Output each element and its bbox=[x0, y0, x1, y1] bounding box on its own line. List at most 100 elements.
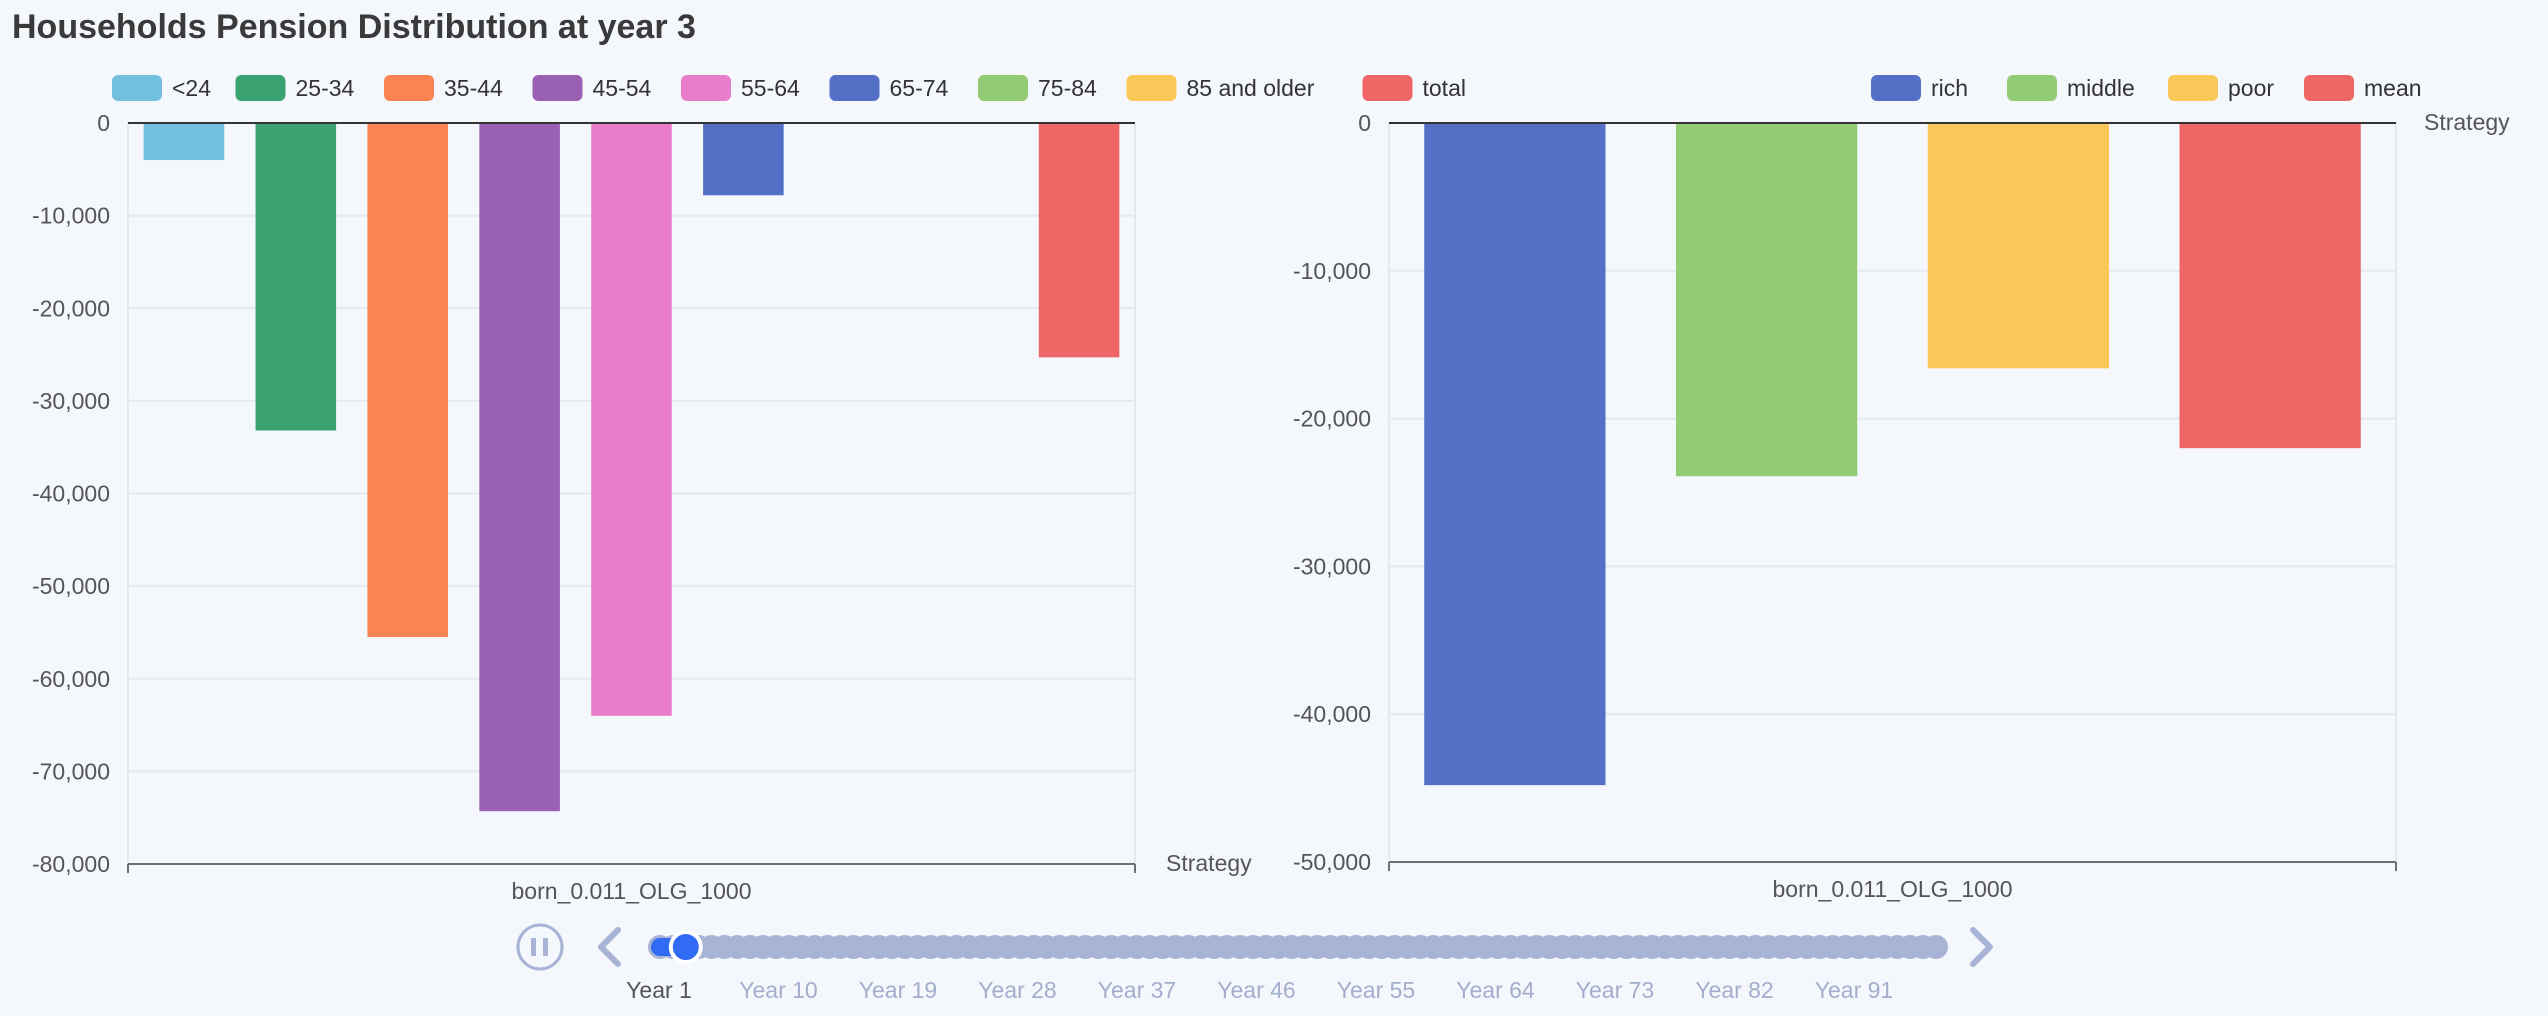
pause-button[interactable] bbox=[516, 923, 564, 971]
legend-swatch bbox=[1362, 75, 1413, 101]
timeline-label-year-91[interactable]: Year 91 bbox=[1815, 977, 1893, 1003]
bar-45-54[interactable] bbox=[479, 123, 560, 812]
y-tick-label: -30,000 bbox=[32, 388, 110, 414]
timeline-label-year-46[interactable]: Year 46 bbox=[1217, 977, 1295, 1003]
legend-swatch bbox=[2168, 75, 2218, 101]
axis-name: Strategy bbox=[1166, 850, 1252, 876]
y-axis-ticks: 0 -10,000 -20,000 -30,000 -40,000 -50,000 -60,… bbox=[32, 110, 110, 877]
bar-middle[interactable] bbox=[1675, 123, 1858, 477]
legend-swatch bbox=[384, 75, 434, 101]
timeline-handle[interactable] bbox=[668, 930, 703, 964]
y-tick-label: -80,000 bbox=[32, 851, 110, 877]
legend-item-55-64[interactable]: 55-64 bbox=[681, 75, 800, 101]
y-tick-label: -40,000 bbox=[32, 481, 110, 507]
y-tick-label: -20,000 bbox=[1293, 406, 1371, 432]
legend-swatch bbox=[829, 75, 880, 101]
legend-swatch bbox=[532, 75, 583, 101]
legend-item-24[interactable]: <24 bbox=[112, 75, 211, 101]
y-tick-label: -10,000 bbox=[1293, 258, 1371, 284]
axis-name: Strategy bbox=[2424, 109, 2510, 135]
timeline-label-year-82[interactable]: Year 82 bbox=[1695, 977, 1773, 1003]
y-tick-label: -20,000 bbox=[32, 295, 110, 321]
chevron-left-icon[interactable] bbox=[598, 927, 621, 967]
legend-item-middle[interactable]: middle bbox=[2007, 75, 2135, 101]
bars bbox=[1424, 123, 2361, 786]
legend-label: 25-34 bbox=[296, 75, 355, 101]
bar-55-64[interactable] bbox=[591, 123, 672, 716]
legend-swatch bbox=[2304, 75, 2354, 101]
legend-swatch bbox=[112, 75, 162, 101]
legend-label: 35-44 bbox=[444, 75, 503, 101]
timeline-label-year-37[interactable]: Year 37 bbox=[1098, 977, 1176, 1003]
page-title: Households Pension Distribution at year … bbox=[12, 8, 696, 46]
legend-item-25-34[interactable]: 25-34 bbox=[235, 75, 355, 101]
legend-swatch bbox=[2007, 75, 2057, 101]
y-tick-label: -10,000 bbox=[32, 203, 110, 229]
legend-item-75-84[interactable]: 75-84 bbox=[978, 75, 1097, 101]
timeline[interactable]: Year 1 Year 10 Year 19 Year 28 Year 37 Year 4… bbox=[516, 923, 1993, 1003]
timeline-label-year-28[interactable]: Year 28 bbox=[978, 977, 1056, 1003]
category-label: born_0.011_OLG_1000 bbox=[1773, 876, 2013, 902]
bar-35-44[interactable] bbox=[367, 123, 449, 638]
legend: <24 25-34 35-44 45-54 55-64 65-74 75-84 85 and … bbox=[112, 75, 1466, 101]
pause-icon bbox=[531, 938, 536, 956]
timeline-label-year-1[interactable]: Year 1 bbox=[626, 977, 692, 1003]
legend-swatch bbox=[681, 75, 731, 101]
legend-item-45-54[interactable]: 45-54 bbox=[532, 75, 652, 101]
legend-item-mean[interactable]: mean bbox=[2304, 75, 2422, 101]
bar-24[interactable] bbox=[143, 123, 225, 161]
legend-item-total[interactable]: total bbox=[1362, 75, 1466, 101]
timeline-ticks bbox=[648, 935, 1948, 959]
legend-label: <24 bbox=[172, 75, 211, 101]
legend-label: rich bbox=[1931, 75, 1968, 101]
y-tick-label: 0 bbox=[97, 110, 110, 136]
legend-item-poor[interactable]: poor bbox=[2168, 75, 2274, 101]
legend-label: poor bbox=[2228, 75, 2274, 101]
timeline-label-year-73[interactable]: Year 73 bbox=[1576, 977, 1654, 1003]
pause-icon bbox=[543, 938, 548, 956]
y-tick-label: -70,000 bbox=[32, 758, 110, 784]
timeline-point[interactable] bbox=[1924, 935, 1948, 959]
bar-total[interactable] bbox=[1038, 123, 1120, 358]
y-tick-label: -50,000 bbox=[32, 573, 110, 599]
legend-label: mean bbox=[2364, 75, 2422, 101]
legend-label: 55-64 bbox=[741, 75, 800, 101]
legend: rich middle poor mean bbox=[1871, 75, 2422, 101]
bar-65-74[interactable] bbox=[703, 123, 784, 196]
legend-swatch bbox=[1871, 75, 1921, 101]
legend-item-65-74[interactable]: 65-74 bbox=[829, 75, 949, 101]
y-tick-label: -60,000 bbox=[32, 666, 110, 692]
legend-item-rich[interactable]: rich bbox=[1871, 75, 1968, 101]
y-tick-label: -50,000 bbox=[1293, 849, 1371, 875]
bar-25-34[interactable] bbox=[255, 123, 337, 431]
legend-label: 85 and older bbox=[1187, 75, 1315, 101]
legend-swatch bbox=[978, 75, 1028, 101]
y-axis-ticks: 0 -10,000 -20,000 -30,000 -40,000 -50,000 bbox=[1293, 110, 1371, 875]
timeline-label-year-19[interactable]: Year 19 bbox=[859, 977, 937, 1003]
legend-label: 65-74 bbox=[890, 75, 949, 101]
timeline-label-year-64[interactable]: Year 64 bbox=[1456, 977, 1535, 1003]
category-label: born_0.011_OLG_1000 bbox=[512, 878, 752, 904]
bar-rich[interactable] bbox=[1424, 123, 1606, 786]
legend-label: middle bbox=[2067, 75, 2135, 101]
legend-label: 45-54 bbox=[593, 75, 652, 101]
pause-icon-ring bbox=[516, 923, 564, 971]
left-chart: <24 25-34 35-44 45-54 55-64 65-74 75-84 85 and … bbox=[32, 75, 1466, 904]
timeline-label-year-10[interactable]: Year 10 bbox=[739, 977, 817, 1003]
right-chart: rich middle poor mean 0 -10,000 -20,000 -30,000… bbox=[1293, 75, 2510, 902]
legend-item-35-44[interactable]: 35-44 bbox=[384, 75, 503, 101]
timeline-label-year-55[interactable]: Year 55 bbox=[1337, 977, 1415, 1003]
legend-label: 75-84 bbox=[1038, 75, 1097, 101]
timeline-labels: Year 1 Year 10 Year 19 Year 28 Year 37 Year 4… bbox=[626, 977, 1893, 1003]
legend-label: total bbox=[1423, 75, 1466, 101]
y-tick-label: -40,000 bbox=[1293, 701, 1371, 727]
bar-poor[interactable] bbox=[1927, 123, 2110, 369]
y-tick-label: -30,000 bbox=[1293, 553, 1371, 579]
bar-mean[interactable] bbox=[2179, 123, 2361, 449]
legend-swatch bbox=[235, 75, 286, 101]
legend-item-85-and-older[interactable]: 85 and older bbox=[1126, 75, 1315, 101]
bars bbox=[143, 123, 1120, 812]
legend-swatch bbox=[1126, 75, 1177, 101]
chevron-right-icon[interactable] bbox=[1970, 927, 1993, 967]
